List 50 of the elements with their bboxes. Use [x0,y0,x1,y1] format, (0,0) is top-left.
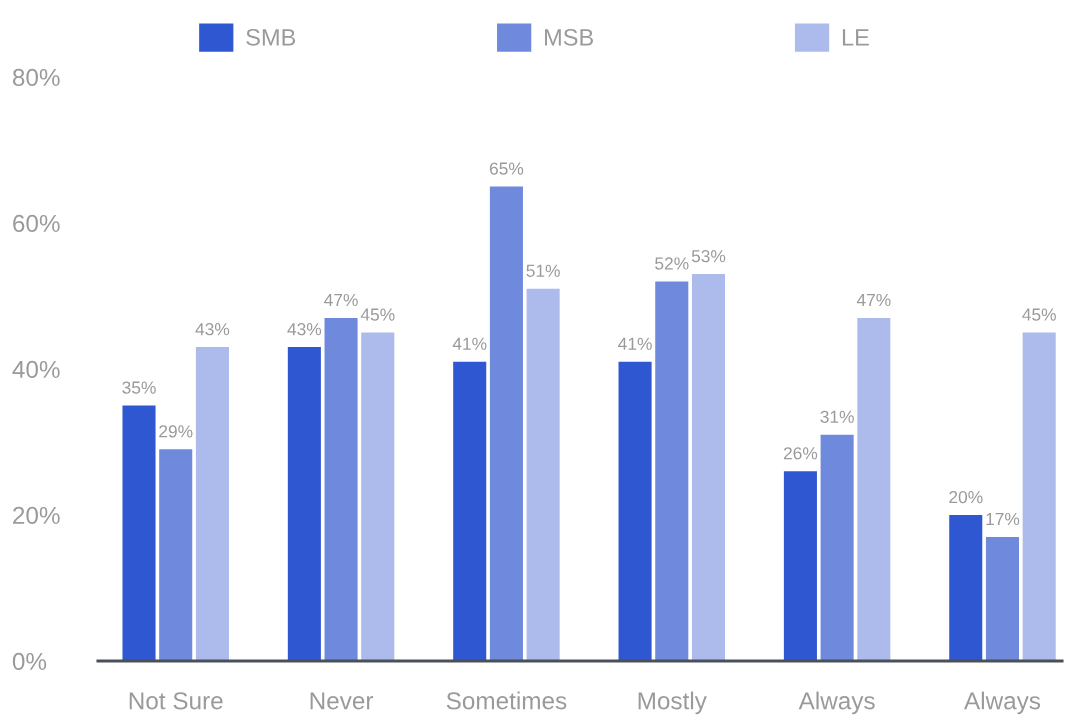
data-label: 17% [986,512,1020,526]
x-tick-label: Not Sure [129,692,223,710]
data-label: 26% [783,447,818,460]
data-label: 43% [287,323,322,336]
bar [122,405,156,661]
legend-label: LE [842,29,869,46]
data-label: 31% [820,410,854,423]
bar [159,449,193,661]
x-tick-label: Always [798,691,875,715]
x-tick-label: Mostly [638,691,707,715]
bar [691,274,726,661]
data-label: 29% [159,425,193,438]
bar [949,515,983,661]
data-label: 52% [655,257,689,270]
bar [361,332,395,661]
data-label: 47% [324,293,358,307]
data-label: 45% [360,308,395,321]
x-tick-label: Sometimes [446,691,567,710]
bar [857,317,891,661]
data-label: 41% [618,337,652,350]
x-tick-label: Always [964,691,1041,715]
data-label: 53% [691,250,726,263]
bar [324,317,358,661]
data-label: 41% [452,337,487,350]
bar [195,347,229,661]
bar [618,361,652,661]
bar [453,361,487,661]
bar [1022,332,1056,661]
data-label: 65% [489,162,524,175]
y-tick-label: 80% [12,68,60,87]
bar [783,471,817,661]
data-label: 47% [856,293,891,307]
bar [655,281,689,661]
y-tick-label: 0% [12,652,47,671]
bar [489,186,523,661]
y-tick-label: 40% [12,360,60,379]
data-label: 45% [1022,308,1056,321]
bar [985,536,1020,661]
x-tick-label: Never [310,692,374,710]
bar [820,434,854,661]
legend-label: SMB [246,28,296,46]
data-label: 51% [526,264,560,277]
data-label: 43% [195,323,230,336]
legend-label: MSB [545,28,593,46]
data-label: 35% [122,381,156,394]
bar [526,288,560,661]
data-label: 20% [949,490,983,504]
y-tick-label: 20% [13,506,60,525]
y-tick-label: 60% [13,214,60,233]
bar [287,347,321,661]
